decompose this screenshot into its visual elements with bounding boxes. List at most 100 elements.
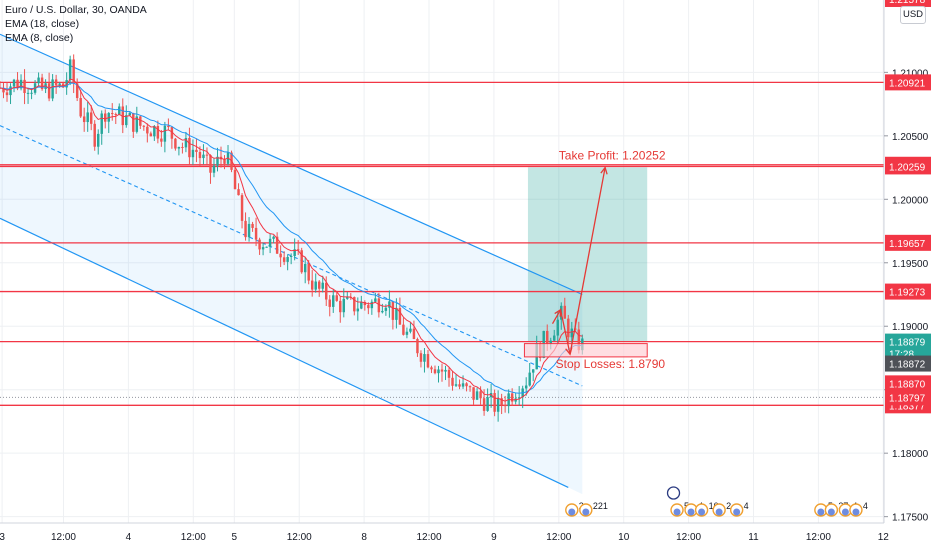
candle-body-32[interactable] <box>111 113 114 115</box>
price-tag-1[interactable] <box>885 355 931 372</box>
candle-body-12[interactable] <box>40 77 44 90</box>
candle-body-152[interactable] <box>531 369 535 373</box>
candle-body-95[interactable] <box>332 295 335 307</box>
candle-body-122[interactable] <box>426 354 430 368</box>
price-line-tag-4[interactable] <box>885 234 931 251</box>
candle-body-59[interactable] <box>205 154 209 156</box>
candle-body-76[interactable] <box>265 246 268 248</box>
candle-body-60[interactable] <box>209 155 212 173</box>
candle-body-97[interactable] <box>339 300 342 313</box>
candle-body-33[interactable] <box>114 113 117 115</box>
candle-body-16[interactable] <box>54 79 58 86</box>
candle-body-36[interactable] <box>125 115 128 126</box>
candle-body-101[interactable] <box>353 297 356 312</box>
candle-body-94[interactable] <box>328 299 331 307</box>
candle-body-119[interactable] <box>416 339 419 354</box>
candle-body-141[interactable] <box>493 393 496 412</box>
candle-body-148[interactable] <box>517 397 521 399</box>
candle-body-69[interactable] <box>240 195 244 221</box>
candle-body-118[interactable] <box>412 328 416 340</box>
candle-body-25[interactable] <box>86 112 89 123</box>
stop-loss-box[interactable] <box>523 343 648 358</box>
candle-body-108[interactable] <box>377 298 381 313</box>
candle-body-135[interactable] <box>472 387 475 400</box>
candle-body-128[interactable] <box>447 369 451 378</box>
candle-body-151[interactable] <box>528 372 531 386</box>
candle-body-104[interactable] <box>363 302 367 306</box>
candle-body-1[interactable] <box>2 87 5 93</box>
candle-body-8[interactable] <box>26 92 30 94</box>
candle-body-125[interactable] <box>437 369 440 374</box>
candle-body-144[interactable] <box>503 405 507 407</box>
candle-body-19[interactable] <box>65 80 68 88</box>
event-marker-clock-icon[interactable] <box>666 486 681 500</box>
candle-body-146[interactable] <box>510 393 514 402</box>
plot-area[interactable] <box>0 0 884 523</box>
candle-body-15[interactable] <box>51 79 54 99</box>
candle-body-84[interactable] <box>293 249 296 256</box>
candle-body-30[interactable] <box>104 113 107 122</box>
candle-body-73[interactable] <box>254 227 258 240</box>
candle-body-82[interactable] <box>286 257 289 262</box>
candle-body-29[interactable] <box>100 113 103 134</box>
candle-body-121[interactable] <box>423 354 426 362</box>
take-profit-label[interactable]: Take Profit: 1.20252 <box>559 148 666 162</box>
ema-8-line[interactable] <box>0 78 583 402</box>
candle-body-109[interactable] <box>381 310 384 313</box>
candle-body-26[interactable] <box>89 112 93 124</box>
price-line-tag-1[interactable] <box>885 74 931 91</box>
candle-body-21[interactable] <box>72 59 75 84</box>
candle-body-6[interactable] <box>19 79 23 89</box>
candle-body-58[interactable] <box>202 154 205 159</box>
candle-body-78[interactable] <box>272 236 275 239</box>
candle-body-57[interactable] <box>198 152 202 159</box>
candle-body-75[interactable] <box>261 247 265 250</box>
candle-body-163[interactable] <box>570 328 574 338</box>
ema-8-legend[interactable]: EMA (8, close) <box>5 32 74 44</box>
candle-body-9[interactable] <box>30 92 33 94</box>
candle-body-70[interactable] <box>244 220 247 238</box>
candle-body-110[interactable] <box>384 307 388 311</box>
candle-body-24[interactable] <box>82 116 86 123</box>
candle-body-23[interactable] <box>79 98 82 117</box>
candle-body-20[interactable] <box>68 59 72 81</box>
candle-body-44[interactable] <box>153 126 156 137</box>
candle-body-74[interactable] <box>258 239 261 250</box>
candle-body-47[interactable] <box>163 125 167 142</box>
projection-path[interactable] <box>551 167 606 355</box>
candle-body-53[interactable] <box>184 137 188 148</box>
take-profit-zone[interactable] <box>527 167 648 342</box>
candle-body-156[interactable] <box>546 330 549 344</box>
candle-body-38[interactable] <box>132 113 135 132</box>
candle-body-48[interactable] <box>167 125 170 128</box>
candle-body-158[interactable] <box>553 335 556 341</box>
candle-body-39[interactable] <box>135 116 139 132</box>
candle-body-80[interactable] <box>279 253 282 258</box>
candle-body-83[interactable] <box>289 255 293 258</box>
ema-18-legend[interactable]: EMA (18, close) <box>5 18 80 30</box>
candle-body-139[interactable] <box>486 397 489 411</box>
candle-body-99[interactable] <box>346 296 349 299</box>
candle-body-22[interactable] <box>75 83 79 99</box>
candle-body-120[interactable] <box>419 353 423 362</box>
candle-body-106[interactable] <box>370 301 374 309</box>
candle-body-113[interactable] <box>395 307 398 320</box>
candle-body-49[interactable] <box>170 127 174 139</box>
candle-body-161[interactable] <box>563 305 567 319</box>
candle-body-62[interactable] <box>216 156 219 166</box>
candle-body-64[interactable] <box>223 159 226 164</box>
ema-18-line[interactable] <box>0 82 583 394</box>
candle-body-124[interactable] <box>433 369 437 374</box>
candle-body-45[interactable] <box>156 126 160 139</box>
candle-body-87[interactable] <box>303 263 307 273</box>
candle-body-2[interactable] <box>5 92 9 96</box>
candle-body-34[interactable] <box>118 106 121 115</box>
candle-body-111[interactable] <box>388 301 391 308</box>
candle-body-91[interactable] <box>317 281 321 289</box>
candle-body-68[interactable] <box>237 189 240 196</box>
candle-body-107[interactable] <box>374 298 377 302</box>
candle-body-51[interactable] <box>177 146 181 149</box>
currency-button[interactable]: USD <box>900 6 926 24</box>
candle-body-162[interactable] <box>567 318 570 338</box>
